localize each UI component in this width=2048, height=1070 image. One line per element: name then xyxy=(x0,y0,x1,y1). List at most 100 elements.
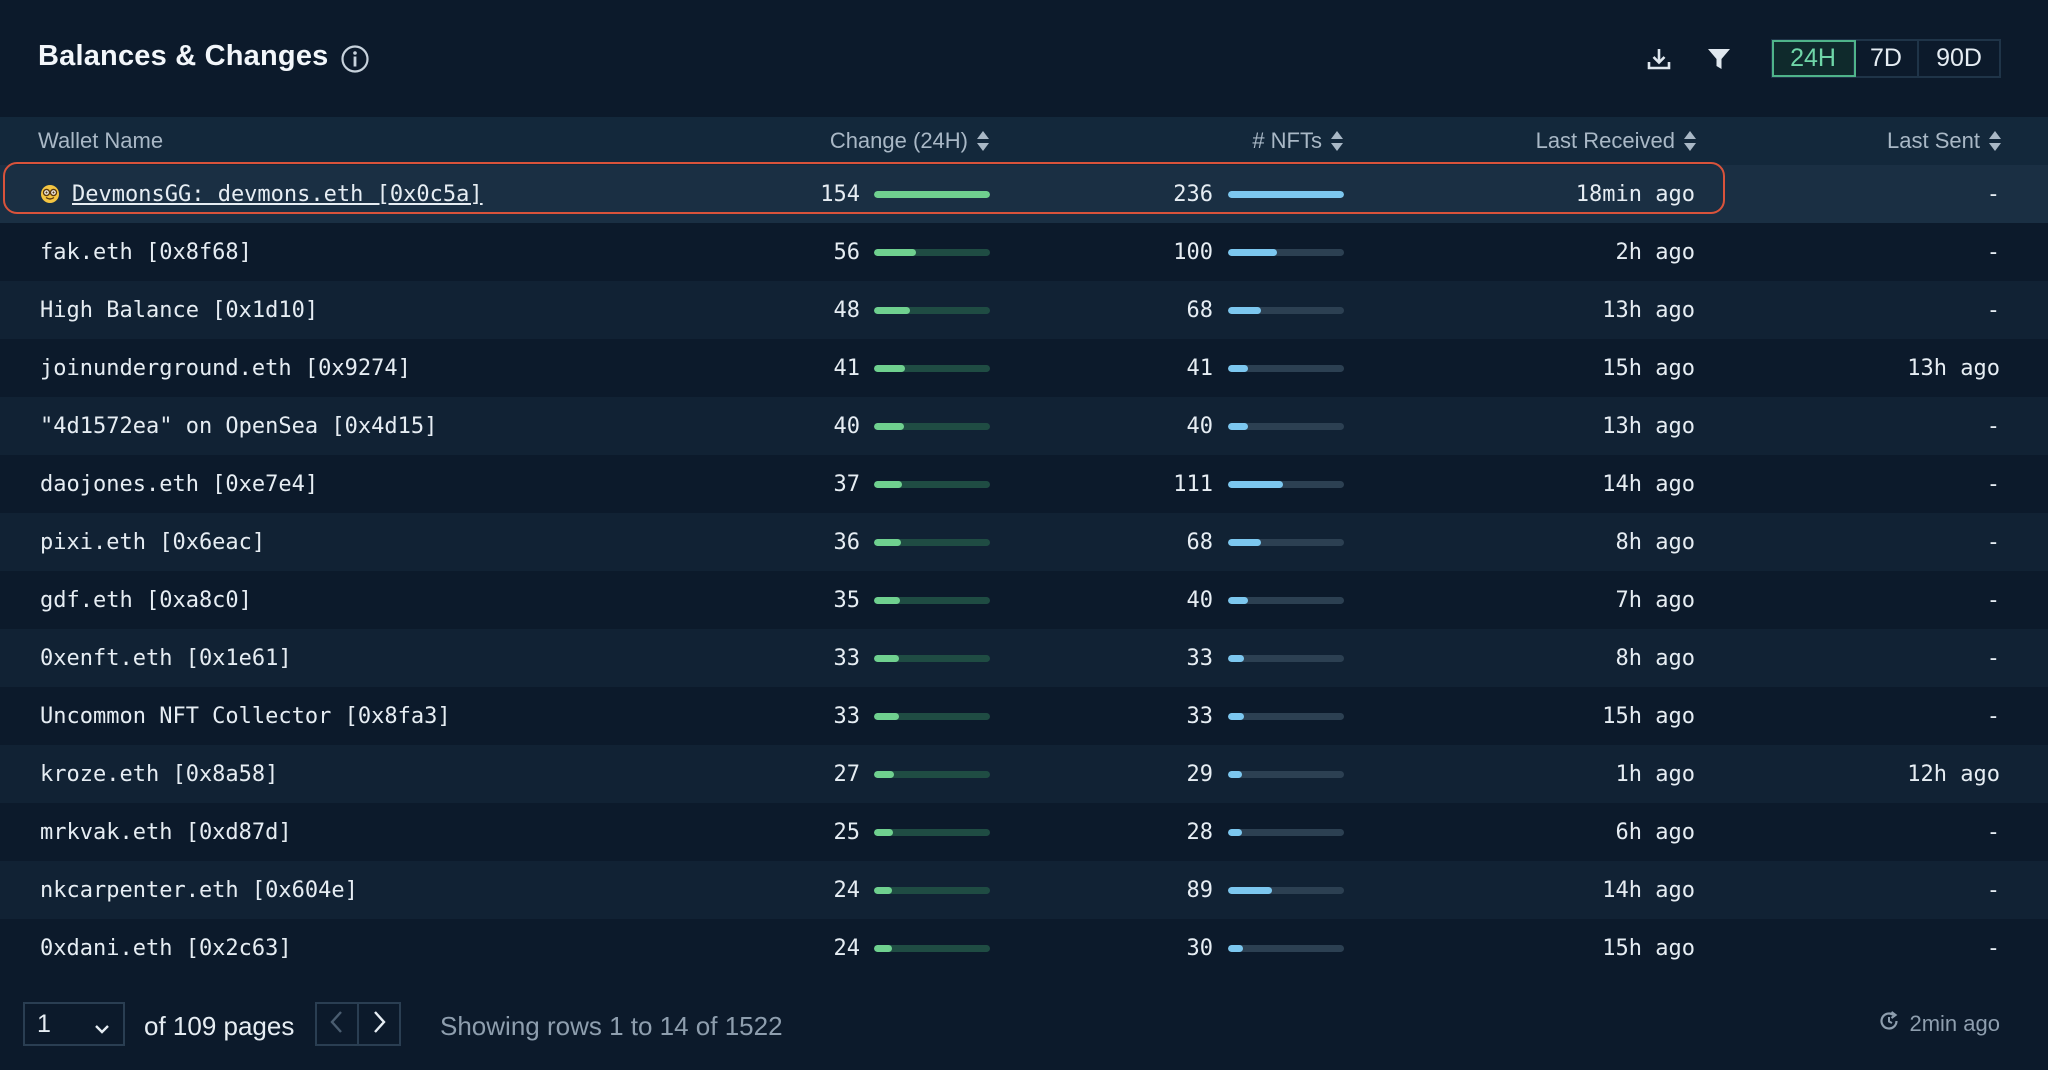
column-last-sent[interactable]: Last Sent xyxy=(1887,117,2002,165)
chevron-down-icon xyxy=(93,1016,111,1034)
change-bar-fill xyxy=(874,713,899,720)
table-row[interactable]: gdf.eth [0xa8c0] 35 40 7h ago - xyxy=(0,571,2048,629)
table-row[interactable]: daojones.eth [0xe7e4] 37 111 14h ago - xyxy=(0,455,2048,513)
change-bar-fill xyxy=(874,307,911,314)
change-bar xyxy=(874,481,990,488)
change-bar-fill xyxy=(874,597,901,604)
last-sent-value: - xyxy=(1986,703,2000,729)
range-90d-button[interactable]: 90D xyxy=(1919,41,1999,76)
table-row[interactable]: pixi.eth [0x6eac] 36 68 8h ago - xyxy=(0,513,2048,571)
page-count: of 109 pages xyxy=(144,1011,295,1041)
wallet-name-cell: fak.eth [0x8f68] xyxy=(40,223,252,281)
last-sent-value: - xyxy=(1986,181,2000,207)
wallet-name-cell: Uncommon NFT Collector [0x8fa3] xyxy=(40,687,451,745)
table-row[interactable]: kroze.eth [0x8a58] 27 29 1h ago 12h ago xyxy=(0,745,2048,803)
last-received-value: 15h ago xyxy=(1602,355,1695,381)
nfts-value: 111 xyxy=(1173,471,1213,497)
table-header: Wallet Name Change (24H) # NFTs Last Rec… xyxy=(0,117,2048,165)
last-received-value: 13h ago xyxy=(1602,413,1695,439)
info-icon[interactable] xyxy=(340,44,370,74)
column-change[interactable]: Change (24H) xyxy=(830,117,990,165)
nfts-value: 29 xyxy=(1186,761,1214,787)
range-7d-button[interactable]: 7D xyxy=(1855,41,1919,76)
page-select[interactable]: 1 xyxy=(23,1002,125,1046)
sort-icon[interactable] xyxy=(1330,130,1344,152)
download-icon[interactable] xyxy=(1644,44,1674,74)
nfts-bar-fill xyxy=(1228,887,1272,894)
table-row[interactable]: nkcarpenter.eth [0x604e] 24 89 14h ago - xyxy=(0,861,2048,919)
change-bar xyxy=(874,249,990,256)
table-row[interactable]: fak.eth [0x8f68] 56 100 2h ago - xyxy=(0,223,2048,281)
wallet-name-cell: daojones.eth [0xe7e4] xyxy=(40,455,318,513)
nfts-bar-fill xyxy=(1228,365,1249,372)
wallet-name-cell[interactable]: DevmonsGG: devmons.eth [0x0c5a] xyxy=(40,165,483,223)
table-row[interactable]: High Balance [0x1d10] 48 68 13h ago - xyxy=(0,281,2048,339)
refresh-button[interactable]: 2min ago xyxy=(1877,1009,2000,1039)
last-sent-value: - xyxy=(1986,239,2000,265)
nfts-value: 236 xyxy=(1173,181,1213,207)
table-row[interactable]: mrkvak.eth [0xd87d] 25 28 6h ago - xyxy=(0,803,2048,861)
change-value: 41 xyxy=(833,355,861,381)
next-page-button[interactable] xyxy=(359,1004,399,1044)
sort-icon[interactable] xyxy=(1683,130,1697,152)
last-sent-value: - xyxy=(1986,529,2000,555)
nfts-value: 100 xyxy=(1173,239,1213,265)
change-value: 24 xyxy=(833,877,861,903)
wallet-name: High Balance [0x1d10] xyxy=(40,297,319,323)
table-row[interactable]: 0xdani.eth [0x2c63] 24 30 15h ago - xyxy=(0,919,2048,977)
nfts-value: 33 xyxy=(1186,645,1214,671)
last-received-value: 15h ago xyxy=(1602,935,1695,961)
sort-icon[interactable] xyxy=(1988,130,2002,152)
column-wallet-name[interactable]: Wallet Name xyxy=(38,117,163,165)
wallet-name[interactable]: DevmonsGG: devmons.eth [0x0c5a] xyxy=(72,181,483,207)
change-bar xyxy=(874,655,990,662)
last-received-value: 1h ago xyxy=(1615,761,1695,787)
wallet-name: fak.eth [0x8f68] xyxy=(40,239,252,265)
last-received-value: 8h ago xyxy=(1615,529,1695,555)
previous-page-button[interactable] xyxy=(317,1004,359,1044)
last-received-value: 18min ago xyxy=(1575,181,1695,207)
wallet-name: nkcarpenter.eth [0x604e] xyxy=(40,877,358,903)
table-row[interactable]: "4d1572ea" on OpenSea [0x4d15] 40 40 13h ag… xyxy=(0,397,2048,455)
last-received-value: 13h ago xyxy=(1602,297,1695,323)
table-row[interactable]: joinunderground.eth [0x9274] 41 41 15h ago 1… xyxy=(0,339,2048,397)
nfts-bar-fill xyxy=(1228,597,1248,604)
column-nfts[interactable]: # NFTs xyxy=(1252,117,1344,165)
wallet-name-cell: mrkvak.eth [0xd87d] xyxy=(40,803,292,861)
range-24h-button[interactable]: 24H xyxy=(1772,40,1856,77)
change-value: 33 xyxy=(833,645,861,671)
nfts-value: 68 xyxy=(1186,297,1214,323)
column-last-received[interactable]: Last Received xyxy=(1536,117,1697,165)
change-bar xyxy=(874,945,990,952)
nfts-bar-fill xyxy=(1228,191,1344,198)
wallet-name: joinunderground.eth [0x9274] xyxy=(40,355,411,381)
change-bar-fill xyxy=(874,771,895,778)
last-sent-value: - xyxy=(1986,471,2000,497)
change-bar-fill xyxy=(874,887,893,894)
change-value: 36 xyxy=(833,529,861,555)
nfts-value: 41 xyxy=(1186,355,1214,381)
nfts-bar xyxy=(1228,597,1344,604)
change-bar-fill xyxy=(874,481,902,488)
nfts-bar xyxy=(1228,771,1344,778)
nfts-bar xyxy=(1228,713,1344,720)
chevron-right-icon xyxy=(369,1009,389,1040)
last-sent-value: - xyxy=(1986,935,2000,961)
filter-icon[interactable] xyxy=(1704,44,1734,74)
nfts-bar xyxy=(1228,945,1344,952)
last-received-value: 14h ago xyxy=(1602,877,1695,903)
change-bar xyxy=(874,191,990,198)
nfts-bar xyxy=(1228,829,1344,836)
refresh-icon xyxy=(1877,1009,1909,1039)
wallet-name-cell: nkcarpenter.eth [0x604e] xyxy=(40,861,358,919)
nfts-bar-fill xyxy=(1228,713,1245,720)
last-received-value: 7h ago xyxy=(1615,587,1695,613)
change-bar-fill xyxy=(874,249,917,256)
change-bar xyxy=(874,597,990,604)
nfts-bar-fill xyxy=(1228,481,1283,488)
sort-icon[interactable] xyxy=(976,130,990,152)
table-row[interactable]: 0xenft.eth [0x1e61] 33 33 8h ago - xyxy=(0,629,2048,687)
table-row[interactable]: Uncommon NFT Collector [0x8fa3] 33 33 15h a… xyxy=(0,687,2048,745)
table-row[interactable]: DevmonsGG: devmons.eth [0x0c5a] 154 236 18m… xyxy=(0,165,2048,223)
wallet-name: "4d1572ea" on OpenSea [0x4d15] xyxy=(40,413,438,439)
